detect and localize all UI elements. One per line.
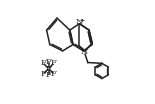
- Text: F: F: [40, 70, 46, 78]
- Text: F: F: [40, 59, 46, 67]
- Text: F: F: [46, 58, 52, 66]
- Text: F: F: [46, 71, 52, 79]
- Text: +: +: [79, 18, 84, 23]
- Text: N: N: [75, 19, 82, 27]
- Text: F: F: [51, 70, 57, 78]
- Text: P: P: [46, 65, 51, 72]
- Text: F: F: [51, 59, 57, 67]
- Text: N: N: [80, 48, 88, 56]
